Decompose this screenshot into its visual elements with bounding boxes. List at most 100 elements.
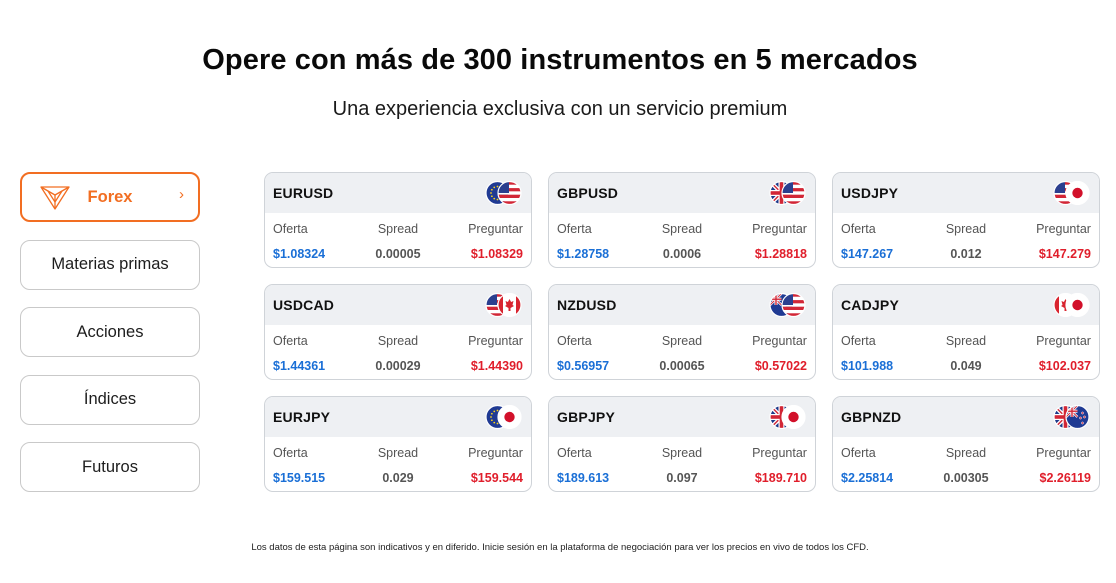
currency-flags [1053,405,1090,429]
spread-value: 0.00065 [659,359,705,373]
instrument-symbol: GBPNZD [841,409,902,425]
instrument-card-cadjpy[interactable]: CADJPY Oferta Spread Preguntar $101.988 0.04… [832,284,1100,380]
price-labels: Oferta Spread Preguntar [549,446,815,460]
bid-price: $147.267 [841,247,894,261]
currency-flags [1053,181,1090,205]
ask-label: Preguntar [1036,334,1091,348]
ask-label: Preguntar [752,222,807,236]
spread-value: 0.00005 [375,247,421,261]
jp-flag-icon [1065,293,1090,317]
jp-flag-icon [781,405,806,429]
forex-logo-icon [40,186,70,210]
market-tab-forex[interactable]: Forex › [20,172,200,222]
price-labels: Oferta Spread Preguntar [833,446,1099,460]
jp-flag-icon [497,405,522,429]
price-values: $1.28758 0.0006 $1.28818 [549,247,815,261]
bid-price: $1.44361 [273,359,326,373]
market-tab-materias-primas[interactable]: Materias primas [20,239,200,290]
spread-label: Spread [377,222,419,236]
market-tab-acciones[interactable]: Acciones [20,307,200,357]
spread-value: 0.012 [950,247,982,261]
spread-value: 0.049 [950,359,982,373]
bid-label: Oferta [557,334,592,348]
spread-value: 0.0006 [662,247,702,261]
bid-label: Oferta [841,446,876,460]
price-values: $147.267 0.012 $147.279 [833,247,1099,261]
price-labels: Oferta Spread Preguntar [549,334,815,348]
instrument-card-header: USDJPY [833,173,1099,213]
bid-price: $0.56957 [557,359,610,373]
price-labels: Oferta Spread Preguntar [265,222,531,236]
spread-label: Spread [945,222,987,236]
market-tab-label: Forex [87,187,133,206]
instrument-symbol: USDCAD [273,297,335,313]
spread-label: Spread [661,222,703,236]
instrument-symbol: EURUSD [273,185,334,201]
instrument-card-nzdusd[interactable]: NZDUSD Oferta Spread Preguntar $0.56957 0.00… [548,284,816,380]
instrument-card-usdcad[interactable]: USDCAD Oferta Spread Preguntar $1.44361 0.00… [264,284,532,380]
price-labels: Oferta Spread Preguntar [265,334,531,348]
bid-price: $1.28758 [557,247,610,261]
spread-value: 0.00029 [375,359,421,373]
instrument-symbol: EURJPY [273,409,331,425]
bid-price: $1.08324 [273,247,326,261]
spread-value: 0.029 [382,471,414,485]
instrument-card-gbpusd[interactable]: GBPUSD Oferta Spread Preguntar $1.28758 0.00… [548,172,816,268]
ask-price: $102.037 [1038,359,1091,373]
market-tab-label: Futuros [82,457,138,476]
price-labels: Oferta Spread Preguntar [833,222,1099,236]
spread-label: Spread [377,446,419,460]
bid-price: $101.988 [841,359,894,373]
spread-label: Spread [661,334,703,348]
bid-price: $159.515 [273,471,326,485]
instrument-card-header: CADJPY [833,285,1099,325]
us-flag-icon [781,293,806,317]
ask-price: $1.28818 [754,247,807,261]
instrument-symbol: USDJPY [841,185,899,201]
spread-label: Spread [661,446,703,460]
bid-label: Oferta [841,222,876,236]
bid-label: Oferta [841,334,876,348]
spread-label: Spread [945,334,987,348]
us-flag-icon [497,181,522,205]
instrument-symbol: GBPJPY [557,409,615,425]
market-tab-futuros[interactable]: Futuros [20,442,200,492]
instrument-card-eurjpy[interactable]: EURJPY Oferta Spread Preguntar $159.515 0.02… [264,396,532,492]
instrument-symbol: NZDUSD [557,297,617,313]
ask-label: Preguntar [752,334,807,348]
spread-value: 0.00305 [943,471,989,485]
instrument-card-usdjpy[interactable]: USDJPY Oferta Spread Preguntar $147.267 0.01… [832,172,1100,268]
spread-label: Spread [945,446,987,460]
ask-label: Preguntar [752,446,807,460]
instrument-card-header: EURJPY [265,397,531,437]
instrument-card-gbpnzd[interactable]: GBPNZD Oferta Spread Preguntar $2.25814 0.00… [832,396,1100,492]
jp-flag-icon [1065,181,1090,205]
nz-flag-icon [1065,405,1090,429]
instrument-symbol: GBPUSD [557,185,619,201]
price-labels: Oferta Spread Preguntar [265,446,531,460]
currency-flags [769,181,806,205]
currency-flags [769,293,806,317]
price-values: $2.25814 0.00305 $2.26119 [833,471,1099,485]
instrument-card-header: USDCAD [265,285,531,325]
market-tab-label: Materias primas [51,255,169,273]
ca-flag-icon [497,293,522,317]
ask-label: Preguntar [1036,446,1091,460]
market-tab-label: Acciones [76,322,144,341]
ask-price: $0.57022 [754,359,807,373]
ask-price: $147.279 [1038,247,1091,261]
price-labels: Oferta Spread Preguntar [549,222,815,236]
price-values: $159.515 0.029 $159.544 [265,471,531,485]
bid-price: $2.25814 [841,471,894,485]
bid-label: Oferta [273,222,308,236]
ask-price: $159.544 [470,471,523,485]
bid-label: Oferta [273,334,308,348]
chevron-right-icon: › [179,186,184,203]
currency-flags [769,405,806,429]
market-tab-indices[interactable]: Índices [20,374,200,425]
instrument-card-gbpjpy[interactable]: GBPJPY Oferta Spread Preguntar $189.613 0.09… [548,396,816,492]
instrument-card-eurusd[interactable]: EURUSD Oferta Spread Preguntar $1.08324 0.00… [264,172,532,268]
ask-label: Preguntar [1036,222,1091,236]
currency-flags [485,181,522,205]
price-values: $0.56957 0.00065 $0.57022 [549,359,815,373]
